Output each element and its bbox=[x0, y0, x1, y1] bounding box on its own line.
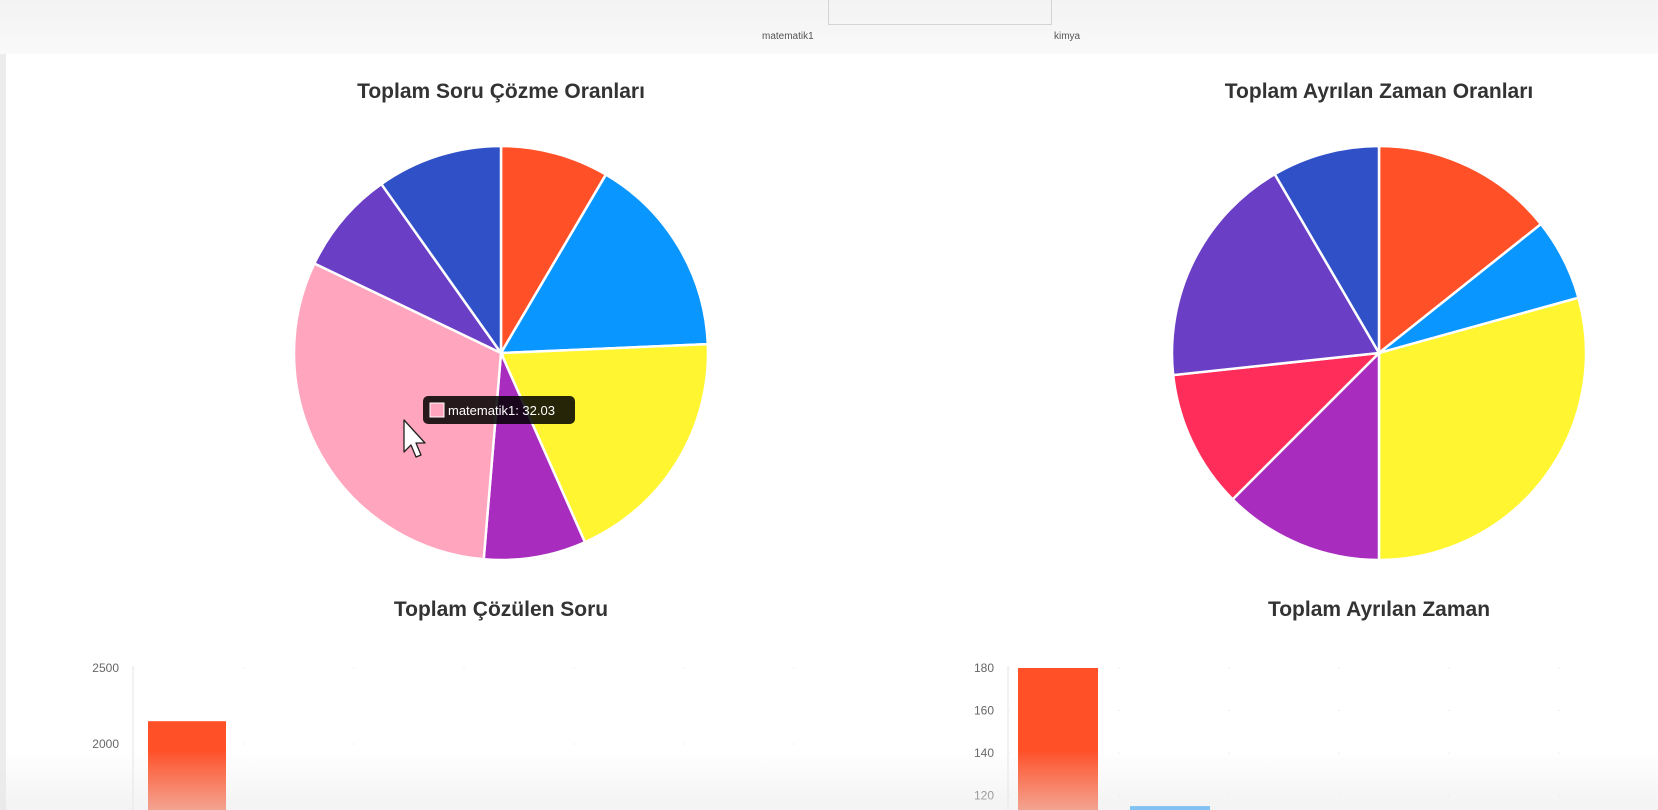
left-bar-1[interactable] bbox=[148, 721, 226, 810]
pie-right-title: Toplam Ayrılan Zaman Oranları bbox=[1224, 80, 1534, 103]
right-slice-4[interactable] bbox=[1230, 349, 1381, 562]
left-y-tick-2: 2000 bbox=[92, 737, 119, 751]
right-pie bbox=[1170, 144, 1588, 562]
left-slice-3[interactable] bbox=[499, 342, 710, 544]
left-pie bbox=[292, 144, 710, 562]
top-axis-label-1: matematik1 bbox=[762, 31, 814, 42]
bar-right-title: Toplam Ayrılan Zaman bbox=[1267, 598, 1491, 621]
right-bar-2[interactable] bbox=[1130, 806, 1210, 810]
right-y-tick-2: 160 bbox=[974, 704, 994, 718]
right-y-tick-3: 140 bbox=[974, 746, 994, 760]
left-slice-2[interactable] bbox=[498, 172, 710, 355]
tooltip-text: matematik1: 32.03 bbox=[448, 403, 555, 418]
right-bar-chart: 180 160 140 120 bbox=[974, 661, 1658, 810]
right-bar-1[interactable] bbox=[1018, 668, 1098, 810]
left-slice-7[interactable] bbox=[379, 144, 503, 357]
right-slice-3[interactable] bbox=[1377, 296, 1588, 562]
tooltip-swatch bbox=[429, 402, 445, 418]
left-bar-chart: 2500 2000 bbox=[92, 661, 900, 810]
tooltip-box bbox=[423, 396, 575, 424]
top-axis-label-2: kimya bbox=[1054, 31, 1081, 42]
right-slice-7[interactable] bbox=[1273, 144, 1381, 358]
left-slice-1[interactable] bbox=[499, 144, 608, 358]
right-slice-1[interactable] bbox=[1377, 144, 1543, 356]
top-chart-strip: matematik1 kimya bbox=[0, 0, 1658, 54]
right-y-tick-4: 120 bbox=[974, 789, 994, 803]
left-slice-5[interactable] bbox=[292, 261, 503, 561]
bar-left-title: Toplam Çözülen Soru bbox=[393, 598, 609, 621]
top-chart-fragment bbox=[828, 0, 1052, 25]
mouse-cursor-icon bbox=[403, 419, 426, 458]
pie-tooltip: matematik1: 32.03 bbox=[423, 396, 575, 424]
right-slice-6[interactable] bbox=[1170, 172, 1382, 377]
left-edge bbox=[0, 0, 6, 810]
left-slice-6[interactable] bbox=[312, 182, 505, 357]
left-y-tick-1: 2500 bbox=[92, 661, 119, 675]
right-slice-5[interactable] bbox=[1171, 351, 1383, 502]
right-y-tick-1: 180 bbox=[974, 661, 994, 675]
pie-left-title: Toplam Soru Çözme Oranları bbox=[357, 80, 645, 103]
